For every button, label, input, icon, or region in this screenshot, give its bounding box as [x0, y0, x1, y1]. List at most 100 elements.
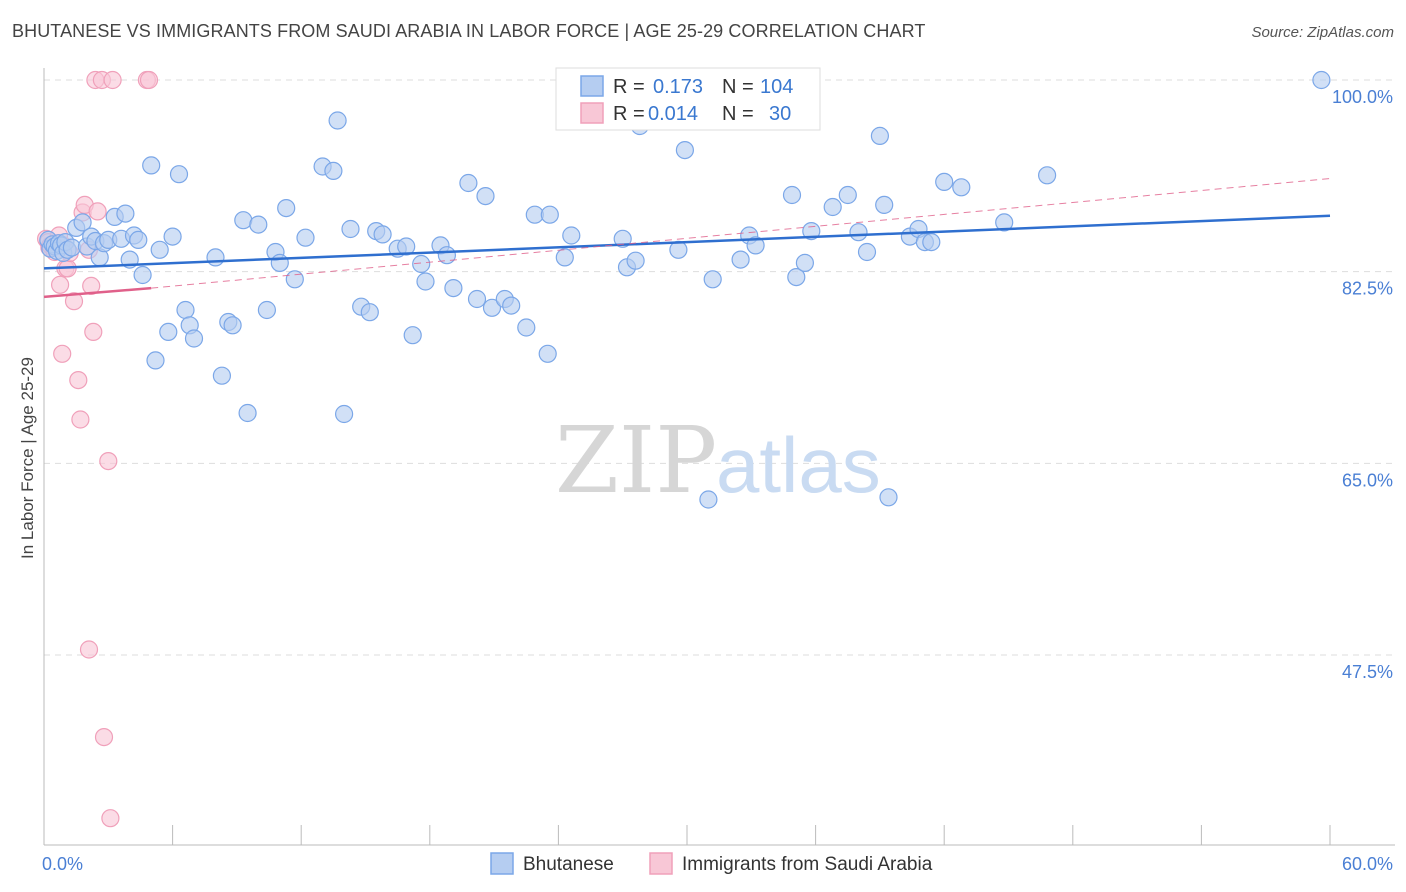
bhutanese-point: [257, 300, 276, 320]
trend-lines: [43, 178, 1331, 299]
bhutanese-point: [328, 111, 347, 130]
bhutanese-point: [626, 251, 645, 270]
stats-n-value-1: 104: [760, 76, 793, 98]
bhutanese-point: [538, 344, 557, 363]
bhutanese-point: [249, 215, 268, 234]
saudi-point: [139, 70, 159, 90]
saudi-point: [71, 410, 90, 429]
watermark: ZIP atlas: [555, 407, 881, 514]
bhutanese-point: [277, 199, 296, 218]
bhutanese-point: [412, 254, 431, 274]
bhutanese-point: [849, 223, 868, 242]
bhutanese-point: [879, 488, 898, 507]
bhutanese-point: [476, 187, 495, 206]
bhutanese-point: [444, 279, 463, 298]
bhutanese-point: [234, 211, 253, 230]
legend-swatch-bhutanese: [490, 852, 514, 875]
tick-labels: 100.0% 82.5% 65.0% 47.5% 0.0% 60.0%: [42, 87, 1393, 874]
legend-swatch-saudi: [649, 852, 673, 875]
saudi-point: [69, 371, 88, 390]
bhutanese-point: [324, 161, 343, 180]
bhutanese-point: [62, 238, 82, 257]
watermark-zip: ZIP: [555, 407, 717, 514]
legend-label-bhutanese: Bhutanese: [523, 854, 614, 875]
bhutanese-point: [555, 248, 574, 267]
bhutanese-point: [212, 366, 231, 385]
bhutanese-point: [703, 270, 722, 289]
bhutanese-point: [373, 225, 392, 244]
bhutanese-point: [870, 126, 890, 145]
bhutanese-point: [746, 236, 765, 255]
bhutanese-point: [699, 490, 718, 509]
bhutanese-point: [838, 185, 857, 205]
stats-legend: R = 0.173 N = 104 R = 0.014 N = 30: [555, 67, 821, 131]
bhutanese-point: [133, 265, 152, 285]
chart-title: BHUTANESE VS IMMIGRANTS FROM SAUDI ARABI…: [12, 21, 926, 41]
saudi-point: [99, 452, 118, 471]
bhutanese-point: [129, 230, 148, 249]
gridlines: [44, 79, 1395, 656]
bhutanese-point: [184, 329, 204, 348]
bhutanese-point: [169, 165, 189, 184]
bhutanese-point: [562, 226, 581, 245]
bhutanese-point: [335, 404, 354, 424]
bhutanese-point: [296, 228, 315, 247]
saudi-point: [79, 640, 99, 659]
bhutanese-point: [952, 178, 971, 197]
stats-r-value-1: 0.173: [653, 76, 703, 98]
saudi-point: [50, 275, 70, 294]
chart-source: Source: ZipAtlas.com: [1251, 24, 1394, 41]
bhutanese-point: [159, 322, 178, 341]
bhutanese-point: [995, 213, 1014, 232]
stats-r-label-1: R =: [613, 76, 645, 98]
stats-swatch-saudi: [580, 102, 604, 124]
legend-label-saudi: Immigrants from Saudi Arabia: [682, 854, 933, 875]
bhutanese-point: [360, 303, 379, 322]
bhutanese-point: [403, 326, 422, 345]
bhutanese-point: [206, 248, 225, 267]
bhutanese-point: [731, 250, 750, 269]
bhutanese-point: [467, 289, 487, 309]
bhutanese-point: [935, 172, 954, 191]
saudi-point: [101, 809, 120, 828]
saudi-point: [103, 70, 122, 90]
watermark-atlas: atlas: [716, 421, 881, 509]
saudi-point: [64, 292, 84, 311]
stats-r-value-2: 0.014: [648, 103, 698, 125]
saudi-point: [82, 276, 101, 295]
saudi-point: [88, 202, 107, 221]
bhutanese-point: [802, 222, 821, 241]
bhutanese-trend-line: [43, 214, 1331, 270]
bhutanese-point: [238, 403, 257, 423]
saudi-trend-extension: [151, 178, 1331, 289]
bhutanese-point: [540, 205, 559, 224]
x-tick-label: 0.0%: [42, 854, 83, 874]
axes: [43, 68, 1395, 846]
bhutanese-point: [502, 296, 521, 315]
stats-swatch-bhutanese: [580, 75, 604, 97]
bhutanese-point: [1037, 166, 1057, 185]
bhutanese-point: [73, 213, 92, 232]
bhutanese-point: [782, 185, 802, 205]
bhutanese-point: [416, 272, 435, 291]
bhutanese-point: [857, 242, 877, 262]
bhutanese-point: [223, 316, 242, 335]
bhutanese-point: [1312, 70, 1331, 90]
bhutanese-point: [482, 298, 502, 317]
stats-r-label-2: R =: [613, 103, 645, 125]
bhutanese-point: [675, 141, 695, 160]
bhutanese-point: [150, 240, 169, 259]
bhutanese-point: [875, 195, 894, 214]
bhutanese-point: [285, 270, 304, 289]
bhutanese-point: [517, 318, 536, 337]
bhutanese-point: [163, 227, 182, 246]
y-tick-label: 47.5%: [1342, 662, 1393, 682]
bhutanese-point: [146, 351, 165, 370]
bhutanese-point: [795, 253, 815, 272]
bhutanese-point: [142, 156, 161, 175]
y-tick-label: 82.5%: [1342, 279, 1393, 299]
series-legend: Bhutanese Immigrants from Saudi Arabia: [490, 852, 933, 875]
bhutanese-point: [787, 268, 806, 287]
y-tick-label: 100.0%: [1332, 87, 1393, 107]
